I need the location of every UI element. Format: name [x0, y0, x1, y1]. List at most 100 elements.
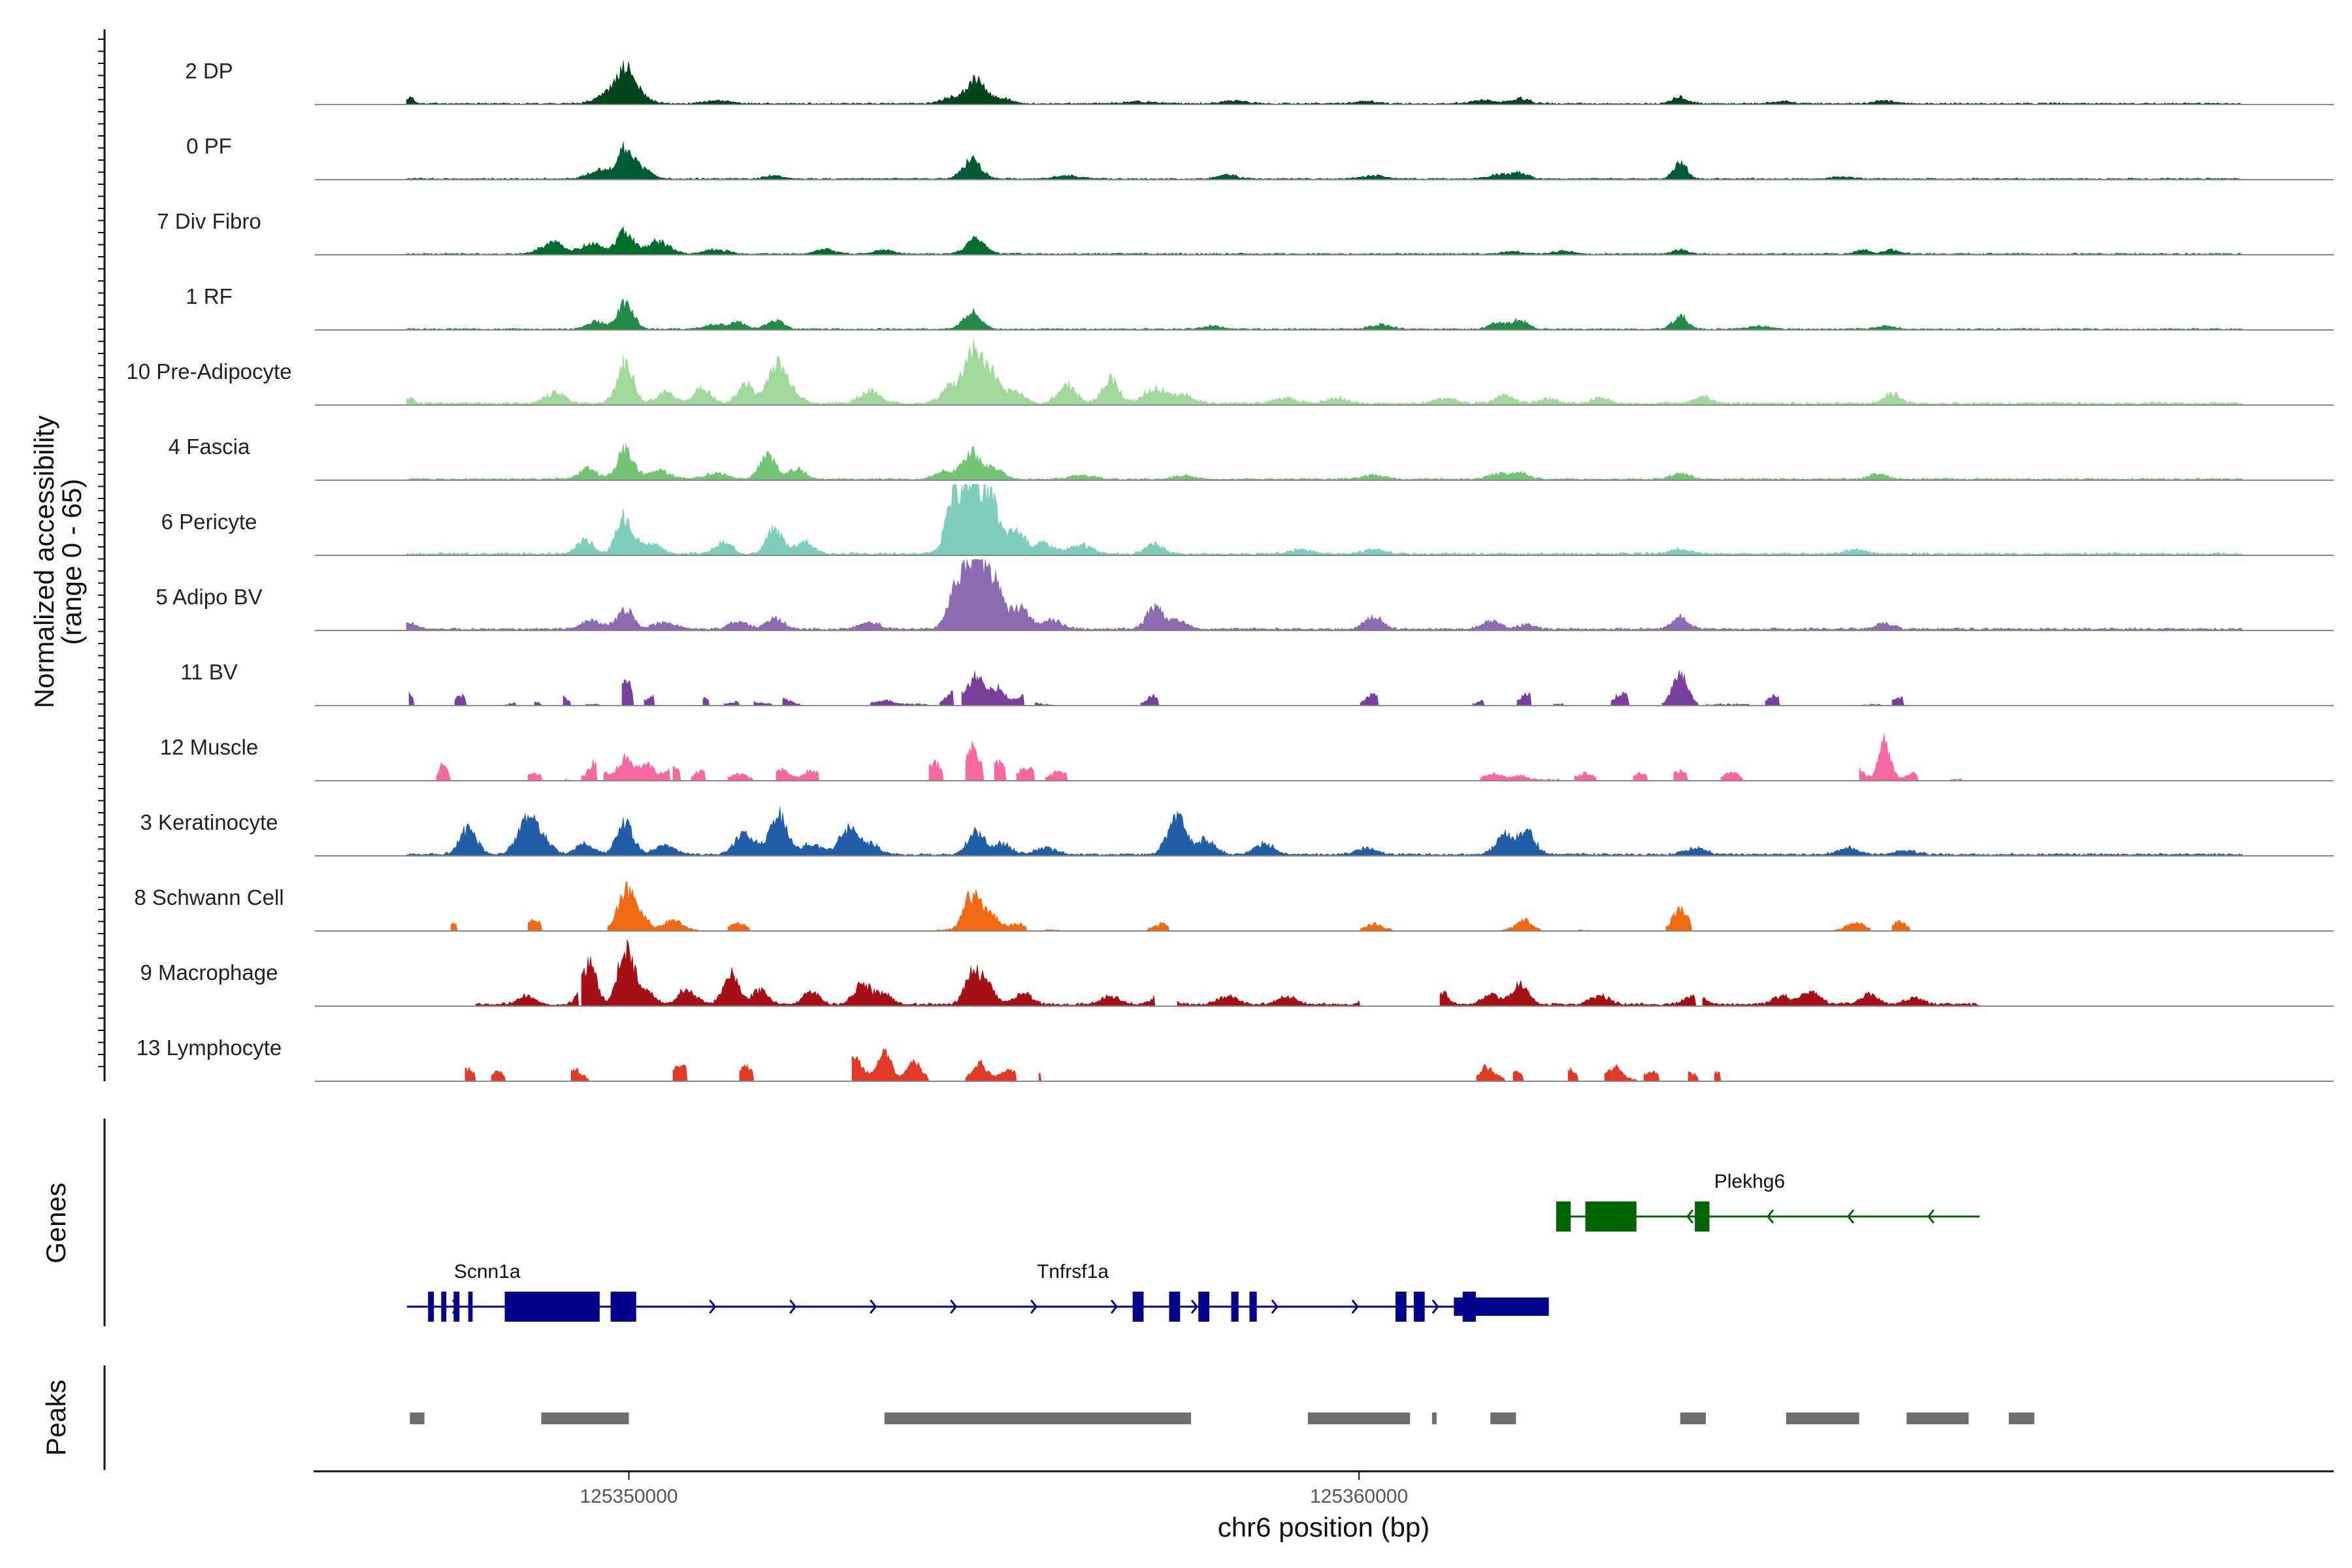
peak-region	[1906, 1413, 1969, 1424]
exon	[1462, 1292, 1476, 1322]
coverage-area	[406, 338, 2243, 406]
y-axis-ticks	[98, 39, 105, 1068]
coverage-area	[406, 483, 2243, 556]
track-1-rf: 1 RF	[186, 284, 2334, 331]
exon	[1556, 1201, 1571, 1232]
track-label: 12 Muscle	[160, 735, 258, 759]
coverage-area	[436, 733, 1963, 781]
peak-region	[1431, 1413, 1437, 1424]
x-tick-label: 125360000	[1310, 1486, 1408, 1507]
exon	[1231, 1292, 1239, 1322]
track-3-keratinocyte: 3 Keratinocyte	[140, 806, 2334, 857]
coverage-area	[406, 60, 2243, 105]
peaks-track	[410, 1413, 2034, 1424]
y-axis-title-line2: (range 0 - 65)	[56, 479, 87, 645]
strand-arrow	[1110, 1299, 1118, 1314]
coverage-area	[406, 141, 2243, 180]
strand-arrow	[1766, 1209, 1774, 1224]
track-label: 6 Pericyte	[161, 510, 257, 534]
track-8-schwann-cell: 8 Schwann Cell	[134, 881, 2334, 932]
track-6-pericyte: 6 Pericyte	[161, 483, 2334, 556]
track-label: 2 DP	[185, 59, 233, 83]
strand-arrow	[950, 1299, 958, 1314]
genes-panel-label: Genes	[41, 1183, 71, 1264]
track-label: 9 Macrophage	[140, 960, 278, 985]
strand-arrow	[870, 1299, 877, 1314]
strand-arrow	[1927, 1209, 1935, 1224]
y-axis-title-line1: Normalized accessibility	[29, 416, 59, 708]
peaks-panel-label: Peaks	[41, 1380, 71, 1456]
coverage-area	[475, 939, 1980, 1007]
exon	[1132, 1292, 1144, 1322]
peak-region	[541, 1413, 629, 1424]
track-4-fascia: 4 Fascia	[169, 434, 2334, 481]
exon	[1169, 1292, 1181, 1322]
exon	[585, 1292, 596, 1322]
gene-tnfrsf1a: Tnfrsf1a	[583, 1261, 1549, 1322]
strand-arrow	[789, 1299, 797, 1314]
track-2-dp: 2 DP	[185, 59, 2334, 105]
gene-plekhg6: Plekhg6	[1556, 1171, 1980, 1232]
coverage-area	[406, 298, 2243, 331]
coverage-tracks: 2 DP 0 PF 7 Div Fibro 1 RF 10 Pre-Adipocyte 4…	[126, 59, 2334, 1082]
strand-arrow	[1686, 1209, 1694, 1224]
track-13-lymphocyte: 13 Lymphocyte	[137, 1036, 2334, 1082]
exon	[610, 1292, 636, 1322]
track-label: 1 RF	[186, 284, 233, 308]
coverage-area	[406, 806, 2243, 857]
track-5-adipo-bv: 5 Adipo BV	[155, 559, 2334, 631]
strand-arrow	[1351, 1299, 1359, 1314]
gene-annotations: Scnn1a Tnfrsf1a Plekhg6	[406, 1171, 1980, 1322]
peak-region	[410, 1413, 425, 1424]
track-label: 8 Schwann Cell	[134, 885, 284, 909]
track-label: 11 BV	[180, 660, 237, 684]
track-label: 7 Div Fibro	[157, 209, 261, 233]
exon	[1249, 1292, 1257, 1322]
gene-label: Scnn1a	[454, 1261, 521, 1282]
strand-arrow	[1030, 1299, 1038, 1314]
strand-arrow	[709, 1299, 717, 1314]
coverage-area	[408, 670, 1904, 706]
track-label: 13 Lymphocyte	[137, 1036, 282, 1060]
track-label: 3 Keratinocyte	[140, 810, 278, 834]
strand-arrow	[1431, 1299, 1439, 1314]
track-11-bv: 11 BV	[180, 660, 2334, 706]
track-12-muscle: 12 Muscle	[160, 733, 2334, 781]
coverage-area	[450, 881, 1911, 932]
exon	[428, 1292, 434, 1322]
coverage-area	[406, 559, 2243, 631]
strand-arrow	[1190, 1299, 1198, 1314]
peak-region	[1490, 1413, 1516, 1424]
peak-region	[1680, 1413, 1706, 1424]
x-axis-title: chr6 position (bp)	[1218, 1512, 1430, 1543]
strand-arrow	[1846, 1209, 1855, 1224]
track-label: 10 Pre-Adipocyte	[126, 359, 291, 384]
peak-region	[1307, 1413, 1411, 1424]
exon	[1413, 1292, 1425, 1322]
x-tick-label: 125350000	[580, 1486, 678, 1507]
gene-label: Plekhg6	[1714, 1171, 1785, 1192]
exon	[453, 1292, 460, 1322]
peak-region	[1786, 1413, 1859, 1424]
exon	[1198, 1292, 1209, 1322]
track-9-macrophage: 9 Macrophage	[140, 939, 2334, 1007]
exon	[1695, 1201, 1710, 1232]
strand-arrow	[1271, 1299, 1279, 1314]
exon	[1395, 1292, 1407, 1322]
exon	[1585, 1201, 1637, 1232]
coverage-area	[406, 225, 2243, 255]
gene-scnn1a: Scnn1a	[406, 1261, 600, 1322]
coverage-area	[406, 443, 2243, 481]
gene-label: Tnfrsf1a	[1037, 1261, 1109, 1282]
track-label: 0 PF	[186, 134, 232, 158]
track-10-pre-adipocyte: 10 Pre-Adipocyte	[126, 338, 2334, 406]
exon	[441, 1292, 447, 1322]
peak-region	[2008, 1413, 2034, 1424]
track-7-div-fibro: 7 Div Fibro	[157, 209, 2334, 255]
coverage-area	[465, 1047, 1722, 1082]
track-0-pf: 0 PF	[186, 134, 2334, 180]
x-axis-ticks: 125350000 125360000	[580, 1471, 1408, 1507]
track-label: 4 Fascia	[169, 434, 250, 459]
exon	[468, 1292, 473, 1322]
